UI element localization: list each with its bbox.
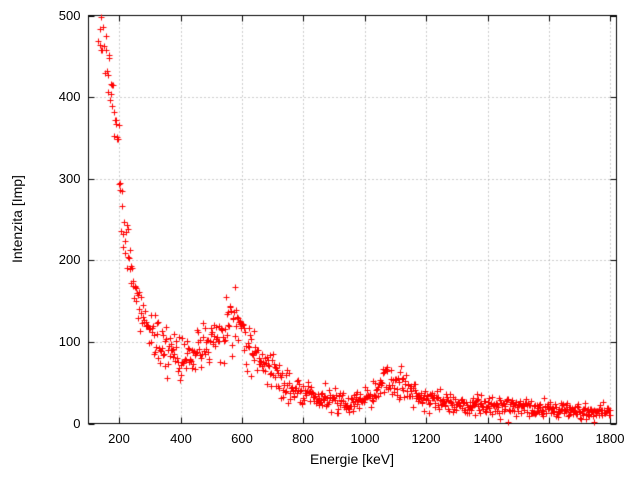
x-tick-label: 1200 <box>411 431 441 446</box>
y-tick-label: 500 <box>58 8 81 23</box>
y-tick-label: 200 <box>58 252 81 267</box>
y-tick-label: 400 <box>58 89 81 104</box>
x-tick-label: 1600 <box>534 431 564 446</box>
x-tick-label: 400 <box>170 431 192 446</box>
y-tick-label: 0 <box>73 416 81 431</box>
x-tick-label: 600 <box>231 431 253 446</box>
x-tick-label: 1400 <box>473 431 503 446</box>
x-axis-title: Energie [keV] <box>309 451 395 467</box>
y-tick-label: 100 <box>58 334 81 349</box>
x-tick-label: 1800 <box>595 431 625 446</box>
x-tick-label: 800 <box>292 431 314 446</box>
y-tick-label: 300 <box>58 171 81 186</box>
y-axis-title: Intenzita [Imp] <box>9 175 25 263</box>
x-tick-label: 1000 <box>350 431 380 446</box>
x-tick-label: 200 <box>108 431 130 446</box>
